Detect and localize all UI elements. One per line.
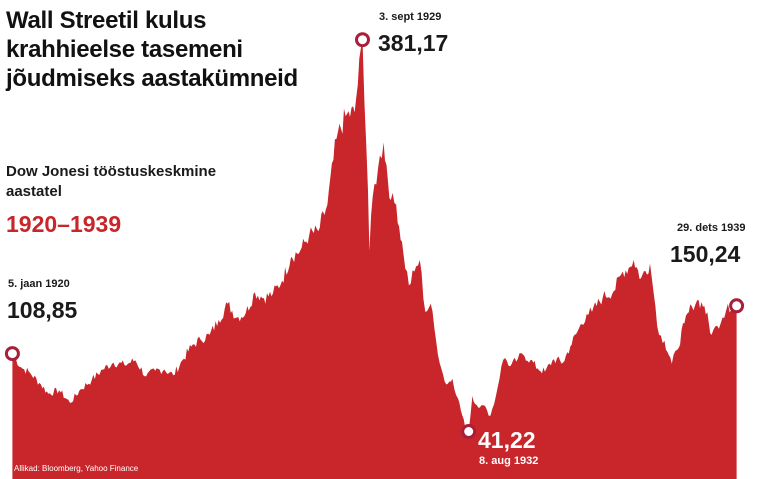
chart-title: Wall Streetil kulus krahhieelse tasemeni… [6, 7, 298, 92]
annotation-peak-value: 381,17 [378, 30, 449, 56]
annotation-low-value: 41,22 [478, 427, 536, 453]
annotation-peak-date: 3. sept 1929 [379, 11, 442, 23]
marker-start [4, 346, 20, 362]
annotation-end-date: 29. dets 1939 [677, 222, 746, 234]
marker-end [729, 298, 745, 314]
source-note: Allikad: Bloomberg, Yahoo Finance [14, 464, 139, 473]
annotation-end-value: 150,24 [670, 241, 741, 267]
annotation-start-date: 5. jaan 1920 [8, 278, 70, 290]
chart-years-label: 1920–1939 [6, 211, 122, 237]
marker-peak [355, 32, 370, 48]
chart-subtitle: Dow Jonesi tööstuskeskmine aastatel [6, 163, 217, 200]
annotation-start-value: 108,85 [7, 297, 78, 323]
annotation-low-date: 8. aug 1932 [479, 455, 539, 467]
marker-low [461, 424, 477, 439]
dow-jones-area [12, 39, 737, 479]
